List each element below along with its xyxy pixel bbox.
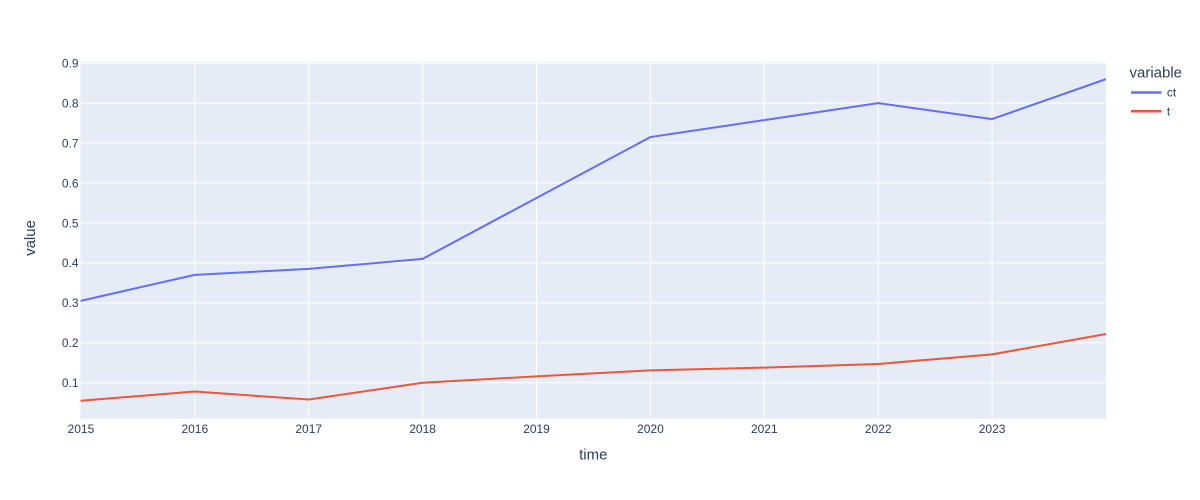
svg-text:t: t [1167,105,1171,119]
svg-text:ct: ct [1167,86,1177,100]
svg-text:0.7: 0.7 [62,136,79,150]
svg-text:0.1: 0.1 [62,376,79,390]
svg-text:2017: 2017 [295,422,322,436]
svg-text:time: time [579,447,607,464]
svg-text:variable: variable [1130,64,1183,81]
svg-text:value: value [22,220,39,256]
svg-text:0.3: 0.3 [62,296,79,310]
svg-text:0.2: 0.2 [62,336,79,350]
svg-text:2023: 2023 [979,422,1006,436]
svg-text:2022: 2022 [865,422,892,436]
svg-text:2021: 2021 [751,422,778,436]
svg-text:0.5: 0.5 [62,216,79,230]
svg-text:0.4: 0.4 [62,256,79,270]
svg-text:2019: 2019 [523,422,550,436]
svg-text:2018: 2018 [409,422,436,436]
svg-text:0.8: 0.8 [62,96,79,110]
svg-text:2020: 2020 [637,422,664,436]
svg-text:2016: 2016 [181,422,208,436]
svg-text:0.6: 0.6 [62,176,79,190]
svg-text:0.9: 0.9 [62,56,79,70]
svg-text:2015: 2015 [68,422,95,436]
